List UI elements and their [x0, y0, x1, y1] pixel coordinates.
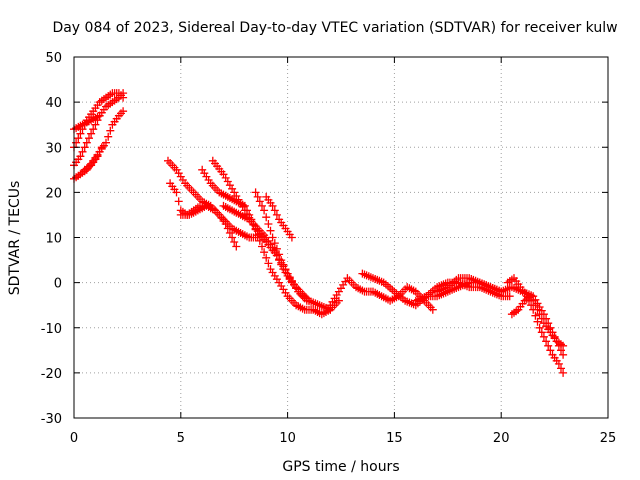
data-point-marks — [208, 156, 335, 314]
x-tick-label: 20 — [493, 431, 510, 446]
data-point-marks — [176, 201, 262, 242]
y-tick-label: 50 — [45, 51, 62, 66]
y-tick-label: -30 — [41, 412, 62, 427]
data-point-marks — [433, 274, 506, 296]
data-point-marks — [251, 188, 311, 305]
series-track-19 — [507, 292, 568, 350]
y-tick-label: 0 — [54, 277, 62, 292]
data-point-marks — [507, 292, 568, 350]
chart-title: Day 084 of 2023, Sidereal Day-to-day VTE… — [52, 20, 617, 36]
y-tick-label: -20 — [41, 367, 62, 382]
y-axis-label: SDTVAR / TECUs — [7, 181, 23, 296]
series-track-4 — [70, 111, 104, 134]
y-tick-label: 10 — [45, 232, 62, 247]
data-marks — [70, 89, 568, 377]
series-track-5 — [80, 143, 106, 174]
y-tick-label: -10 — [41, 322, 62, 337]
axis-ticks: 0 5 10 15 20 25 -30 -20 -10 0 10 20 30 40 50 — [41, 51, 617, 446]
y-tick-label: 30 — [45, 141, 62, 156]
series-track-17 — [433, 274, 506, 296]
y-tick-label: 20 — [45, 186, 62, 201]
grid-lines — [74, 57, 608, 418]
data-point-marks — [80, 143, 106, 174]
y-tick-label: 40 — [45, 96, 62, 111]
x-axis-label: GPS time / hours — [282, 459, 399, 475]
series-track-13 — [262, 192, 296, 242]
data-point-marks — [70, 111, 104, 134]
x-tick-label: 10 — [279, 431, 296, 446]
x-tick-label: 25 — [600, 431, 617, 446]
x-tick-label: 5 — [177, 431, 185, 446]
data-point-marks — [262, 192, 296, 242]
x-tick-label: 0 — [70, 431, 78, 446]
series-track-12 — [251, 188, 311, 305]
series-track-8 — [176, 201, 262, 242]
x-tick-label: 15 — [386, 431, 403, 446]
series-track-10 — [208, 156, 335, 314]
